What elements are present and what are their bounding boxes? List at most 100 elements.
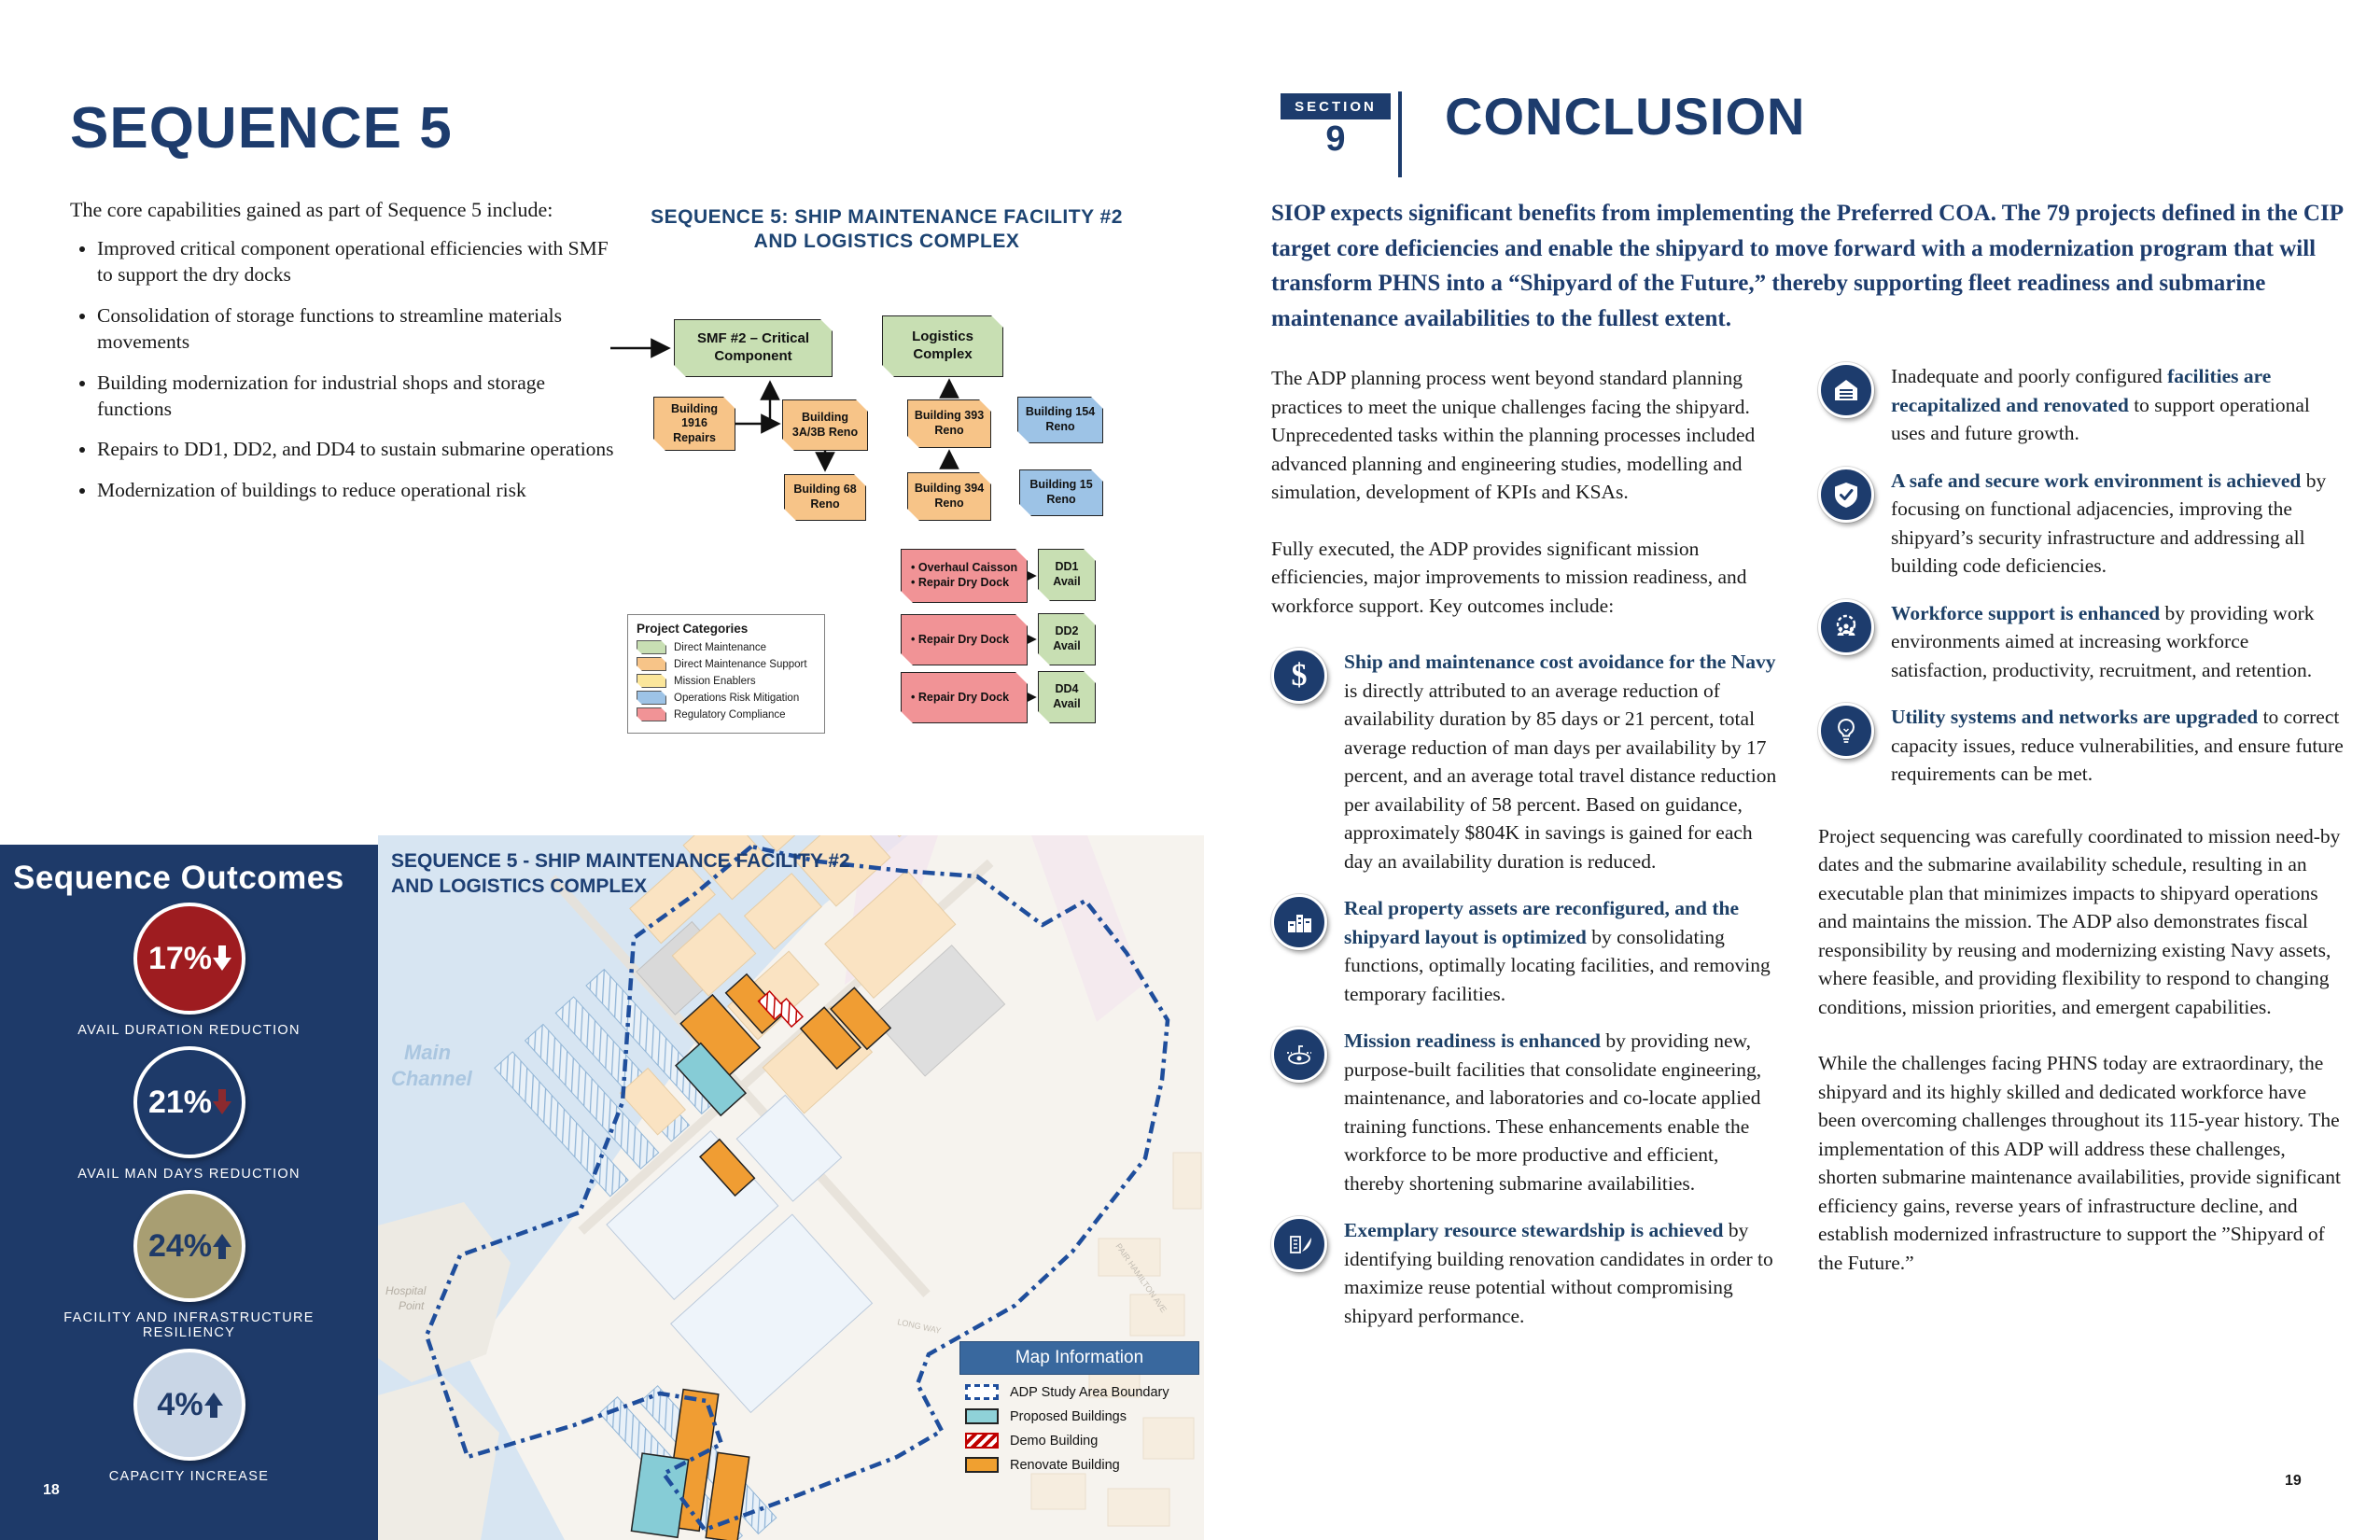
flow-node-building-3a3b: Building 3A/3B Reno: [782, 399, 868, 451]
map-building: [871, 945, 1006, 1077]
stat-label: AVAIL DURATION REDUCTION: [77, 1023, 301, 1038]
map-label-hospital-point: Point: [399, 1299, 425, 1312]
stat-label: FACILITY AND INFRASTRUCTURE RESILIENCY: [63, 1310, 315, 1340]
closing-paragraph: Project sequencing was carefully coordin…: [1818, 824, 2341, 1018]
map-pier-road: [1031, 835, 1143, 1022]
legend-row: Direct Maintenance Support: [637, 657, 816, 671]
stewardship-leaf-icon: [1271, 1216, 1327, 1273]
map-label-main-channel: Main: [404, 1041, 451, 1064]
stat-label: CAPACITY INCREASE: [108, 1469, 270, 1484]
buildings-icon: [1271, 894, 1327, 951]
project-categories-legend: Project Categories Direct Maintenance Di…: [627, 614, 825, 734]
proposed-swatch: [965, 1408, 999, 1424]
list-item: Building modernization for industrial sh…: [97, 370, 620, 423]
list-item: Repairs to DD1, DD2, and DD4 to sustain …: [97, 436, 620, 462]
legend-title: Project Categories: [637, 622, 749, 636]
text-post: to support operational uses and future g…: [1891, 393, 2310, 445]
outcome-item-real-property: Real property assets are reconfigured, a…: [1271, 894, 1783, 1008]
flow-node-building-15: Building 15 Reno: [1019, 469, 1103, 516]
flow-node-dd1-tasks: • Overhaul Caisson • Repair Dry Dock: [901, 549, 1028, 603]
outcome-text: Real property assets are reconfigured, a…: [1344, 894, 1783, 1008]
map-legend-row: Proposed Buildings: [965, 1408, 1196, 1424]
flow-node-smf: SMF #2 – Critical Component: [674, 319, 833, 377]
outcome-text: Exemplary resource stewardship is achiev…: [1344, 1216, 1783, 1330]
map-legend-row: Demo Building: [965, 1433, 1196, 1449]
stat-value: 21%: [147, 1084, 213, 1120]
legend-label: Operations Risk Mitigation: [674, 692, 800, 704]
list-item: Modernization of buildings to reduce ope…: [97, 477, 620, 503]
flow-node-dd4-tasks: • Repair Dry Dock: [901, 672, 1028, 723]
map-label-main-channel: Channel: [391, 1067, 473, 1090]
map-dry-dock: [524, 1023, 660, 1170]
map-legend-row: Renovate Building: [965, 1457, 1196, 1473]
lightbulb-icon: [1818, 703, 1874, 760]
map-title-line2: AND LOGISTICS COMPLEX: [391, 875, 648, 898]
stat-man-days: 21% AVAIL MAN DAYS REDUCTION: [0, 1046, 378, 1182]
legend-label: Regulatory Compliance: [674, 708, 786, 721]
flowchart-title-line1: SEQUENCE 5: SHIP MAINTENANCE FACILITY #2: [651, 206, 1123, 228]
down-arrow-icon: [213, 945, 232, 972]
map-graphic: Main Channel Hospital Point LONG WAY PAI…: [378, 835, 1204, 1540]
text-post: by consolidating functions, optimally lo…: [1344, 925, 1771, 1005]
paragraph: Fully executed, the ADP provides signifi…: [1271, 537, 1747, 617]
warehouse-icon: [1818, 362, 1874, 418]
closing-paragraph: While the challenges facing PHNS today a…: [1818, 1052, 2342, 1274]
page-title: SEQUENCE 5: [70, 96, 453, 161]
outcome-item-cost-avoidance: $ Ship and maintenance cost avoidance fo…: [1271, 648, 1783, 875]
page-number-right: 19: [2285, 1473, 2302, 1489]
benefit-item-utilities: Utility systems and networks are upgrade…: [1818, 703, 2348, 789]
map-demo-building: [757, 989, 804, 1029]
flow-node-building-1916: Building 1916 Repairs: [653, 397, 735, 451]
map-renovate-building: [799, 1006, 861, 1071]
stat-circle: 21%: [133, 1046, 245, 1158]
outcome-item-mission-readiness: Mission readiness is enhanced by providi…: [1271, 1027, 1783, 1197]
map-legend-label: Demo Building: [1010, 1433, 1099, 1449]
legend-row: Regulatory Compliance: [637, 707, 816, 721]
flow-node-building-154: Building 154 Reno: [1017, 397, 1103, 443]
text-lead: Utility systems and networks are upgrade…: [1891, 706, 2259, 729]
map-proposed-building: [674, 1042, 748, 1117]
map-building: [735, 1094, 843, 1202]
dollar-icon: $: [1271, 648, 1327, 705]
benefit-item-facilities: Inadequate and poorly configured facilit…: [1818, 362, 2348, 448]
legend-chip-yellow: [637, 674, 666, 688]
text-lead: Mission readiness is enhanced: [1344, 1029, 1601, 1053]
outcome-item-stewardship: Exemplary resource stewardship is achiev…: [1271, 1216, 1783, 1330]
map-building: [670, 1213, 874, 1414]
map-renovate-building: [724, 973, 784, 1034]
map-legend-label: Renovate Building: [1010, 1457, 1120, 1473]
text-lead: Exemplary resource stewardship is achiev…: [1344, 1219, 1724, 1242]
map-adp-boundary: [424, 844, 1170, 1533]
workforce-gear-icon: [1818, 598, 1874, 655]
text-post: by providing work environments aimed at …: [1891, 601, 2315, 681]
list-item: Improved critical component operational …: [97, 235, 620, 288]
paragraph: The ADP planning process went beyond sta…: [1271, 367, 1756, 504]
map-renovate-building: [699, 1138, 756, 1197]
stat-resiliency: 24% FACILITY AND INFRASTRUCTURE RESILIEN…: [0, 1190, 378, 1340]
submarine-icon: [1271, 1027, 1327, 1084]
legend-row: Direct Maintenance: [637, 640, 816, 654]
benefit-item-safety: A safe and secure work environment is ac…: [1818, 466, 2348, 581]
stat-avail-duration: 17% AVAIL DURATION REDUCTION: [0, 903, 378, 1038]
outcomes-title: Sequence Outcomes: [13, 860, 344, 896]
benefit-text: A safe and secure work environment is ac…: [1891, 467, 2348, 581]
text-post: to correct capacity issues, reduce vulne…: [1891, 706, 2344, 786]
text-lead: Ship and maintenance cost avoidance for …: [1344, 651, 1776, 674]
map-legend-title: Map Information: [959, 1341, 1199, 1375]
legend-row: Operations Risk Mitigation: [637, 691, 816, 705]
benefit-text: Utility systems and networks are upgrade…: [1891, 703, 2348, 789]
map-label-hospital-point: Hospital: [385, 1284, 427, 1297]
down-arrow-icon: [213, 1089, 232, 1115]
legend-chip-orange: [637, 657, 666, 671]
text-post: by providing new, purpose-built faciliti…: [1344, 1029, 1762, 1195]
conclusion-right-column: Inadequate and poorly configured facilit…: [1818, 362, 2348, 1305]
stat-circle: 17%: [133, 903, 245, 1015]
legend-label: Direct Maintenance Support: [674, 658, 807, 670]
map-land-sw: [378, 1377, 499, 1540]
intro-text: The core capabilities gained as part of …: [70, 198, 553, 221]
benefit-text: Inadequate and poorly configured facilit…: [1891, 362, 2348, 448]
legend-chip-pink: [637, 707, 666, 721]
legend-row: Mission Enablers: [637, 674, 816, 688]
up-arrow-icon: [203, 1392, 223, 1418]
